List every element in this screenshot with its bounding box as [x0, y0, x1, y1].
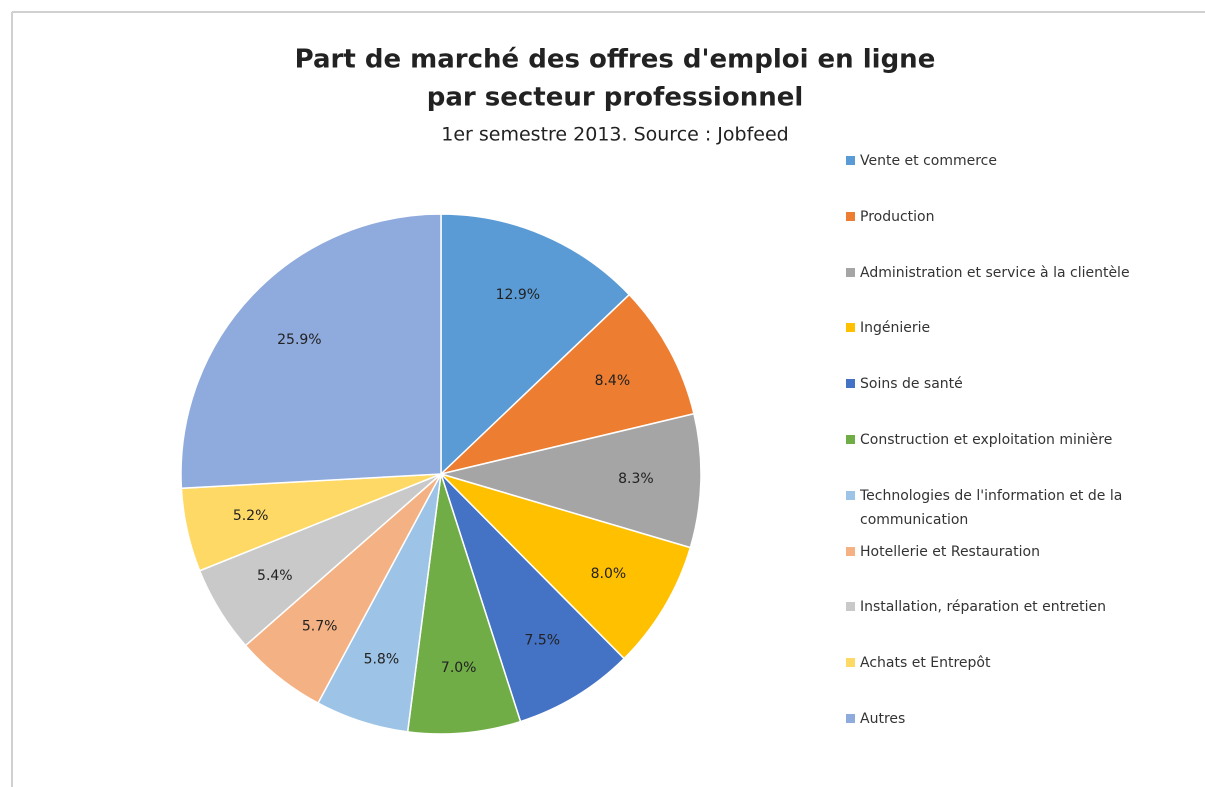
legend-swatch — [846, 435, 855, 444]
legend-swatch — [846, 546, 855, 556]
legend-label: Installation, réparation et entretien — [860, 599, 1107, 616]
legend-item: Construction et exploitation minière — [846, 428, 1166, 452]
data-label: 8.4% — [595, 373, 631, 389]
data-label: 8.3% — [618, 471, 654, 487]
legend-item: Autres — [846, 707, 1166, 731]
legend-label: Vente et commerce — [860, 153, 997, 169]
legend-label: Achats et Entrepôt — [860, 655, 991, 672]
legend-item: Achats et Entrepôt — [846, 651, 1166, 675]
data-label: 12.9% — [496, 287, 540, 303]
legend-item: Technologies de l'information et de la c… — [846, 484, 1166, 532]
legend-swatch — [846, 267, 855, 277]
chart-subtitle: 1er semestre 2013. Source : Jobfeed — [441, 124, 788, 146]
chart-title: Part de marché des offres d'emploi en li… — [295, 45, 936, 75]
pie-slice — [180, 213, 442, 490]
legend-item: Soins de santé — [846, 372, 1166, 396]
pie-slice — [438, 412, 702, 549]
legend-label: Hotellerie et Restauration — [860, 543, 1040, 560]
legend-swatch — [846, 156, 855, 165]
legend-swatch — [846, 323, 855, 333]
legend-item: Hotellerie et Restauration — [846, 540, 1166, 564]
data-label: 5.7% — [302, 619, 338, 635]
data-label: 25.9% — [277, 332, 321, 348]
legend-swatch — [846, 211, 855, 221]
pie-slice — [440, 473, 626, 723]
data-label: 5.8% — [364, 652, 400, 668]
legend-item: Vente et commerce — [846, 149, 1166, 173]
pie-slice — [440, 213, 631, 476]
legend-item: Ingénierie — [846, 316, 1166, 340]
legend-label: Technologies de l'information et de la c… — [860, 487, 1123, 528]
legend-swatch — [846, 379, 855, 389]
data-label: 7.0% — [441, 660, 477, 676]
data-label: 8.0% — [591, 566, 627, 582]
legend-swatch — [846, 490, 855, 500]
chart-title-line2: par secteur professionnel — [427, 83, 804, 113]
legend-item: Administration et service à la clientèle — [846, 261, 1166, 285]
pie-slice — [406, 473, 522, 735]
data-label: 5.2% — [233, 508, 269, 524]
legend-item: Production — [846, 205, 1166, 229]
legend-swatch — [846, 658, 855, 668]
legend-label: Autres — [860, 711, 906, 727]
legend-label: Construction et exploitation minière — [860, 432, 1113, 448]
legend-swatch — [846, 602, 855, 612]
pie-slice — [438, 293, 695, 476]
legend-label: Soins de santé — [860, 376, 963, 393]
data-label: 5.4% — [257, 568, 293, 584]
legend-item: Installation, réparation et entretien — [846, 595, 1166, 619]
legend-label: Production — [860, 208, 935, 225]
legend-label: Ingénierie — [860, 320, 931, 337]
data-label: 7.5% — [524, 633, 560, 649]
legend-label: Administration et service à la clientèle — [860, 264, 1130, 281]
legend-swatch — [846, 714, 855, 723]
pie-slice — [440, 473, 692, 660]
